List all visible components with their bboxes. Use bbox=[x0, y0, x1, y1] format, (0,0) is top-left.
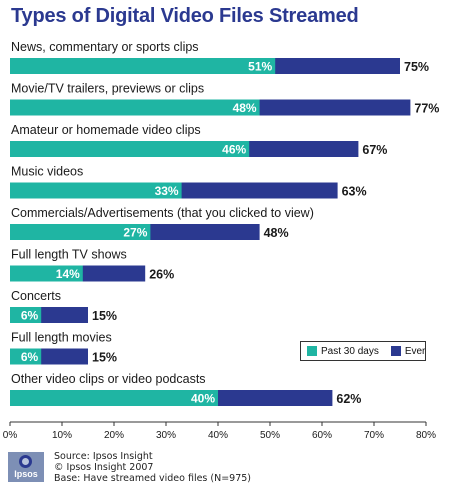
category-label-amateur-or-homemade-video-clips: Amateur or homemade video clips bbox=[11, 123, 201, 137]
value-label-past-30-days-other-video-clips-or-video-podcasts: 40% bbox=[191, 392, 215, 406]
category-label-full-length-movies: Full length movies bbox=[11, 331, 112, 345]
x-tick-label: 10% bbox=[52, 430, 72, 441]
value-label-past-30-days-full-length-movies: 6% bbox=[21, 350, 39, 364]
source-line-2: © Ipsos Insight 2007 bbox=[54, 462, 154, 473]
bar-past-30-days-movie-tv-trailers-previews-or-clips bbox=[10, 99, 260, 116]
x-tick-label: 70% bbox=[364, 430, 384, 441]
value-label-past-30-days-movie-tv-trailers-previews-or-clips: 48% bbox=[233, 101, 257, 115]
bar-past-30-days-news-commentary-or-sports-clips bbox=[10, 58, 276, 74]
ipsos-logo: Ipsos bbox=[8, 452, 44, 482]
value-label-past-30-days-full-length-tv-shows: 14% bbox=[56, 267, 80, 281]
chart-title: Types of Digital Video Files Streamed bbox=[11, 5, 359, 27]
bar-past-30-days-commercials-advertisements-that-you-clic bbox=[10, 224, 151, 240]
x-tick-label: 20% bbox=[104, 430, 124, 441]
bar-past-30-days-full-length-movies bbox=[10, 348, 42, 365]
value-label-ever-full-length-movies: 15% bbox=[92, 351, 117, 365]
ipsos-logo-mark bbox=[19, 455, 32, 468]
legend-item-past-30-days: Past 30 days bbox=[307, 346, 379, 357]
source-line-3: Base: Have streamed video files (N=975) bbox=[54, 473, 252, 484]
category-label-news-commentary-or-sports-clips: News, commentary or sports clips bbox=[11, 40, 199, 54]
bar-past-30-days-other-video-clips-or-video-podcasts bbox=[10, 390, 218, 406]
value-label-ever-news-commentary-or-sports-clips: 75% bbox=[404, 60, 429, 74]
legend-label-past-30-days: Past 30 days bbox=[321, 345, 379, 357]
bar-past-30-days-amateur-or-homemade-video-clips bbox=[10, 141, 250, 157]
category-label-commercials-advertisements-that-you-clic: Commercials/Advertisements (that you cli… bbox=[11, 206, 314, 220]
value-label-past-30-days-amateur-or-homemade-video-clips: 46% bbox=[222, 143, 246, 157]
value-label-ever-other-video-clips-or-video-podcasts: 62% bbox=[336, 392, 361, 406]
bar-past-30-days-concerts bbox=[10, 307, 42, 323]
value-label-past-30-days-concerts: 6% bbox=[21, 309, 39, 323]
x-tick-label: 30% bbox=[156, 430, 176, 441]
x-tick-label: 50% bbox=[260, 430, 280, 441]
value-label-past-30-days-commercials-advertisements-that-you-clic: 27% bbox=[123, 226, 147, 240]
value-label-ever-commercials-advertisements-that-you-clic: 48% bbox=[264, 226, 289, 240]
value-label-ever-movie-tv-trailers-previews-or-clips: 77% bbox=[414, 102, 439, 116]
value-label-ever-music-videos: 63% bbox=[342, 185, 367, 199]
bar-past-30-days-music-videos bbox=[10, 182, 182, 199]
source-line-1: Source: Ipsos Insight bbox=[54, 451, 153, 462]
value-label-past-30-days-news-commentary-or-sports-clips: 51% bbox=[248, 60, 272, 74]
legend: Past 30 days Ever bbox=[300, 341, 426, 361]
category-label-other-video-clips-or-video-podcasts: Other video clips or video podcasts bbox=[11, 372, 206, 386]
source-note: Source: Ipsos Insight © Ipsos Insight 20… bbox=[54, 451, 251, 484]
x-tick-label: 0% bbox=[3, 430, 18, 441]
bar-past-30-days-full-length-tv-shows bbox=[10, 265, 83, 282]
x-tick-label: 60% bbox=[312, 430, 332, 441]
value-label-ever-amateur-or-homemade-video-clips: 67% bbox=[362, 143, 387, 157]
legend-label-ever: Ever bbox=[404, 345, 426, 357]
legend-swatch-ever bbox=[390, 346, 401, 356]
value-label-ever-full-length-tv-shows: 26% bbox=[149, 268, 174, 282]
bars-layer: News, commentary or sports clips 51% 75% Mo… bbox=[10, 40, 439, 406]
legend-swatch-past-30-days bbox=[307, 346, 317, 356]
category-label-movie-tv-trailers-previews-or-clips: Movie/TV trailers, previews or clips bbox=[11, 82, 204, 96]
logo-text: Ipsos bbox=[14, 469, 38, 479]
category-label-full-length-tv-shows: Full length TV shows bbox=[11, 248, 127, 262]
x-tick-label: 40% bbox=[208, 430, 228, 441]
value-label-ever-concerts: 15% bbox=[92, 309, 117, 323]
category-label-music-videos: Music videos bbox=[11, 165, 83, 179]
category-label-concerts: Concerts bbox=[11, 289, 61, 303]
value-label-past-30-days-music-videos: 33% bbox=[155, 184, 179, 198]
legend-item-ever: Ever bbox=[390, 345, 426, 357]
x-axis: 0% 10% 20% 30% 40% 50% 60% 70% 80% bbox=[3, 421, 436, 441]
x-tick-label: 80% bbox=[416, 430, 436, 441]
